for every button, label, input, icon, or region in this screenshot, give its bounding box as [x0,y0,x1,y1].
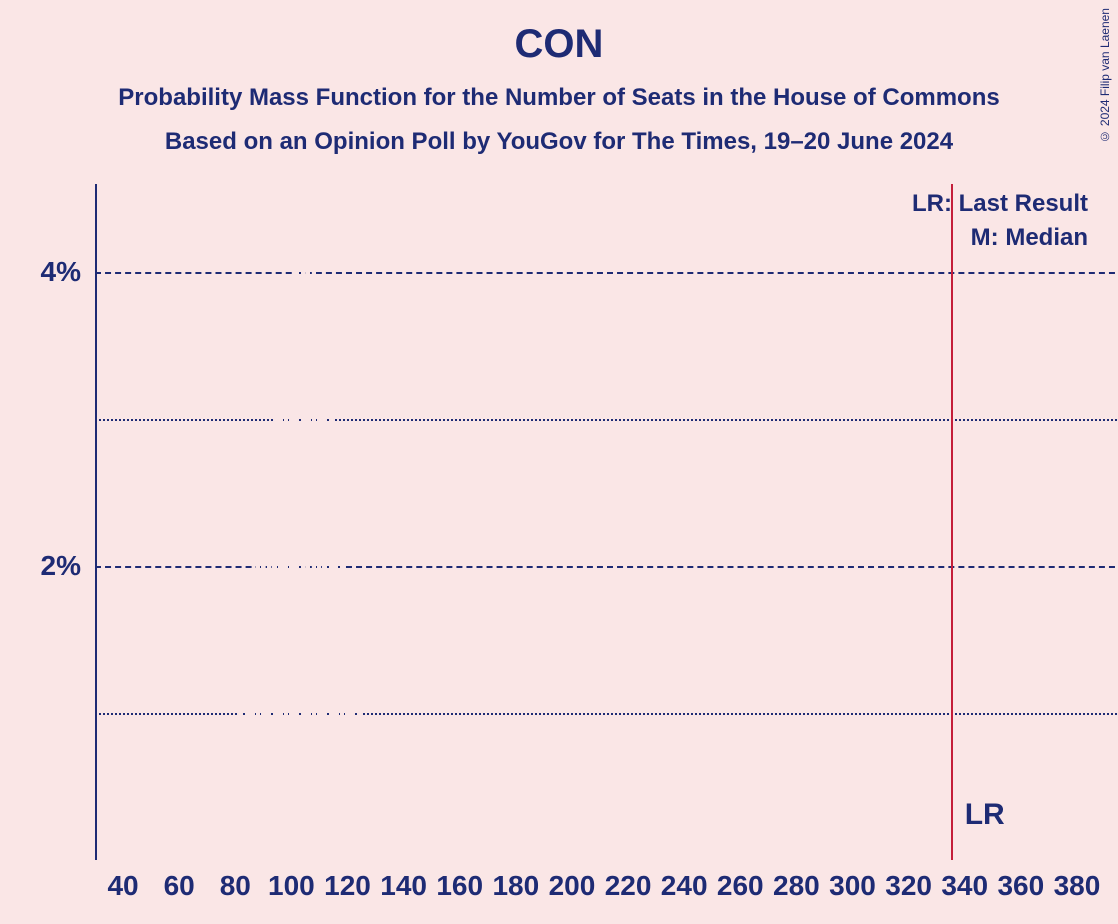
pmf-bar [228,779,232,860]
x-tick-label: 300 [829,870,876,902]
x-tick-label: 100 [268,870,315,902]
pmf-bar [273,397,277,860]
pmf-bar [334,449,338,860]
pmf-bar [250,618,254,860]
pmf-bar [191,848,195,860]
chart-canvas: © 2024 Filip van Laenen CON Probability … [0,0,1118,924]
last-result-label: LR [965,798,1005,832]
pmf-bar [357,684,361,860]
pmf-bar [177,853,181,860]
pmf-bar [368,764,372,860]
pmf-bar [306,257,310,860]
y-axis [95,184,97,860]
pmf-bar [323,338,327,860]
x-tick-label: 260 [717,870,764,902]
pmf-bar [424,856,428,860]
x-tick-label: 360 [997,870,1044,902]
pmf-bar [163,856,167,860]
gridline-major [95,566,1118,568]
pmf-bar [362,728,366,860]
x-tick-label: 180 [492,870,539,902]
x-tick-label: 40 [107,870,138,902]
pmf-bar [390,838,394,860]
pmf-bar [379,813,383,860]
x-tick-label: 280 [773,870,820,902]
pmf-bar [239,713,243,860]
x-tick-label: 60 [164,870,195,902]
x-tick-label: 160 [436,870,483,902]
pmf-bar [301,255,305,860]
gridline-major [95,272,1118,274]
pmf-bar [261,507,265,860]
pmf-bar [183,851,187,860]
pmf-bar [317,299,321,860]
pmf-bar [256,566,260,860]
chart-subtitle-2: Based on an Opinion Poll by YouGov for T… [0,128,1118,156]
pmf-bar [458,859,462,860]
pmf-bar [346,573,350,860]
pmf-bar [222,801,226,860]
pmf-bar [200,842,204,860]
pmf-bar [211,831,215,860]
pmf-bar [385,828,389,860]
x-tick-label: 220 [605,870,652,902]
x-tick-label: 380 [1054,870,1101,902]
x-tick-label: 320 [885,870,932,902]
pmf-bar [233,750,237,860]
x-tick-label: 120 [324,870,371,902]
y-tick-label: 4% [41,256,81,288]
pmf-bar [284,316,288,860]
chart-subtitle-1: Probability Mass Function for the Number… [0,84,1118,112]
pmf-bar [267,449,271,860]
last-result-line [951,184,953,860]
pmf-bar [435,857,439,860]
pmf-bar [447,858,451,860]
y-tick-label: 2% [41,550,81,582]
pmf-bar [289,287,293,860]
x-tick-label: 80 [220,870,251,902]
gridline-minor [95,419,1118,421]
pmf-bar [407,853,411,860]
plot-area: 2%4%406080100120140160180200220240260280… [95,184,1105,860]
pmf-bar [216,819,220,860]
pmf-bar [205,838,209,860]
pmf-bar [149,857,153,860]
pmf-bar [396,845,400,860]
chart-title: CON [0,22,1118,67]
pmf-bar [374,792,378,860]
x-tick-label: 240 [661,870,708,902]
pmf-bar [351,632,355,860]
pmf-bar [245,669,249,860]
pmf-bar [402,850,406,860]
pmf-bar [329,390,333,860]
pmf-bar [278,353,282,860]
pmf-bar [312,272,316,860]
pmf-bar [295,265,299,860]
x-tick-label: 340 [941,870,988,902]
x-tick-label: 140 [380,870,427,902]
pmf-bar [416,855,420,860]
x-tick-label: 200 [549,870,596,902]
pmf-bar [340,510,344,860]
